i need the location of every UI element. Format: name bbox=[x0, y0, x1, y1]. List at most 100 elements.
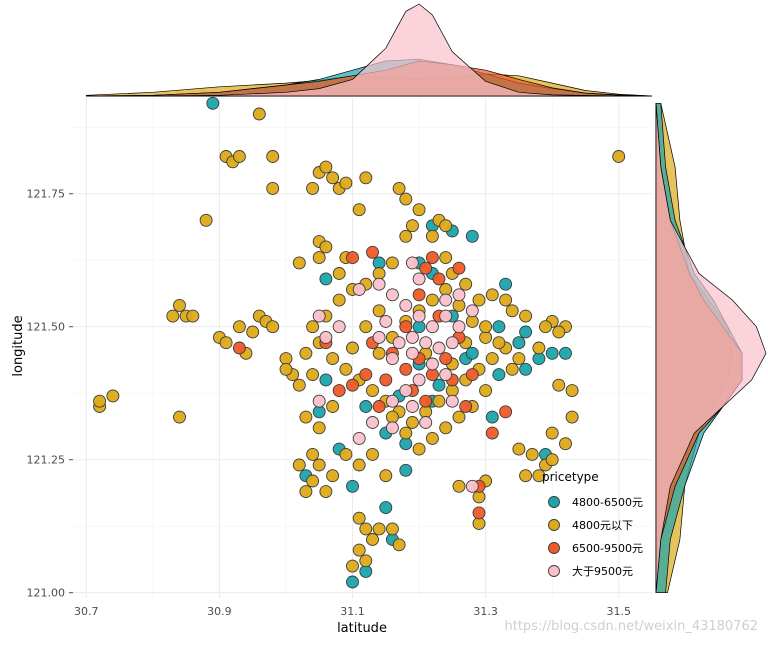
scatter-point-3 bbox=[432, 272, 446, 286]
scatter-point-3 bbox=[366, 245, 379, 259]
scatter-point-3 bbox=[459, 400, 473, 413]
scatter-point-2 bbox=[539, 320, 552, 334]
scatter-point-3 bbox=[485, 426, 499, 440]
scatter-point-3 bbox=[232, 341, 246, 355]
scatter-point-4 bbox=[385, 421, 399, 435]
scatter-point-1 bbox=[319, 272, 333, 286]
scatter-point-2 bbox=[459, 277, 473, 291]
legend-key bbox=[548, 542, 560, 554]
scatter-point-2 bbox=[319, 240, 333, 254]
scatter-point-2 bbox=[186, 309, 200, 323]
scatter-point-2 bbox=[352, 543, 366, 557]
scatter-point-2 bbox=[565, 384, 579, 398]
scatter-point-1 bbox=[545, 346, 559, 360]
scatter-point-2 bbox=[485, 288, 499, 302]
scatter-point-1 bbox=[465, 229, 479, 243]
scatter-point-2 bbox=[512, 352, 526, 366]
scatter-point-2 bbox=[312, 421, 326, 435]
scatter-point-4 bbox=[312, 309, 326, 323]
scatter-point-2 bbox=[452, 410, 466, 424]
scatter-point-2 bbox=[166, 309, 180, 323]
scatter-point-4 bbox=[352, 283, 366, 296]
scatter-point-2 bbox=[326, 469, 340, 483]
scatter-point-2 bbox=[505, 362, 519, 376]
scatter-point-4 bbox=[372, 277, 386, 291]
scatter-point-2 bbox=[106, 389, 120, 403]
scatter-point-2 bbox=[372, 346, 386, 360]
scatter-point-2 bbox=[326, 352, 340, 366]
scatter-point-2 bbox=[266, 320, 280, 334]
scatter-point-1 bbox=[206, 96, 220, 110]
scatter-point-2 bbox=[352, 458, 366, 472]
scatter-point-4 bbox=[452, 320, 466, 334]
scatter-point-2 bbox=[359, 554, 373, 568]
scatter-point-2 bbox=[306, 474, 320, 488]
scatter-point-4 bbox=[405, 400, 419, 413]
scatter-point-3 bbox=[346, 378, 359, 392]
scatter-point-2 bbox=[326, 400, 340, 413]
scatter-point-2 bbox=[339, 362, 353, 376]
scatter-point-2 bbox=[432, 394, 446, 408]
scatter-point-2 bbox=[366, 447, 379, 461]
scatter-point-2 bbox=[252, 107, 266, 121]
watermark: https://blog.csdn.net/weixin_43180762 bbox=[504, 619, 758, 634]
x-tick-label: 31.3 bbox=[473, 605, 498, 618]
y-tick-label: 121.75 bbox=[27, 188, 66, 201]
scatter-point-3 bbox=[419, 261, 433, 275]
scatter-point-2 bbox=[479, 320, 493, 334]
scatter-point-1 bbox=[492, 320, 506, 334]
scatter-point-2 bbox=[299, 485, 313, 499]
scatter-point-2 bbox=[525, 447, 539, 461]
scatter-point-4 bbox=[412, 373, 426, 387]
scatter-point-2 bbox=[512, 442, 526, 456]
scatter-point-2 bbox=[425, 293, 439, 307]
scatter-point-3 bbox=[379, 373, 393, 387]
scatter-point-3 bbox=[425, 251, 439, 265]
scatter-point-4 bbox=[399, 384, 413, 398]
scatter-point-4 bbox=[392, 336, 406, 350]
scatter-point-2 bbox=[452, 479, 466, 493]
scatter-point-2 bbox=[405, 416, 419, 429]
x-axis-ticks: 30.7 30.9 31.1 31.3 31.5 bbox=[74, 605, 631, 618]
scatter-point-4 bbox=[332, 320, 346, 334]
scatter-point-4 bbox=[379, 314, 393, 328]
scatter-point-2 bbox=[246, 325, 260, 339]
scatter-point-2 bbox=[306, 320, 320, 334]
scatter-point-1 bbox=[379, 501, 393, 515]
scatter-point-4 bbox=[439, 309, 453, 323]
scatter-point-1 bbox=[492, 368, 506, 382]
scatter-point-4 bbox=[385, 288, 399, 302]
legend-label: 6500-9500元 bbox=[572, 542, 643, 555]
scatter-point-2 bbox=[439, 421, 453, 435]
scatter-point-4 bbox=[412, 272, 426, 286]
scatter-point-2 bbox=[366, 533, 379, 546]
scatter-point-1 bbox=[519, 325, 533, 339]
scatter-point-2 bbox=[405, 219, 419, 233]
scatter-point-2 bbox=[332, 293, 346, 307]
scatter-point-3 bbox=[346, 251, 359, 265]
scatter-point-3 bbox=[372, 400, 386, 413]
legend-key bbox=[548, 496, 560, 508]
scatter-point-4 bbox=[385, 352, 399, 366]
scatter-point-4 bbox=[419, 336, 433, 350]
scatter-point-2 bbox=[359, 320, 373, 334]
legend-key bbox=[548, 519, 560, 531]
scatter-point-2 bbox=[292, 256, 306, 270]
scatter-point-2 bbox=[425, 229, 439, 243]
scatter-point-4 bbox=[439, 293, 453, 307]
scatter-point-1 bbox=[519, 362, 533, 376]
scatter-point-2 bbox=[266, 150, 280, 163]
scatter-point-2 bbox=[219, 336, 233, 350]
legend-title: pricetype bbox=[542, 470, 599, 484]
scatter-point-2 bbox=[385, 256, 399, 270]
scatter-point-1 bbox=[319, 373, 333, 387]
scatter-point-2 bbox=[379, 469, 393, 483]
scatter-point-4 bbox=[312, 394, 326, 408]
scatter-point-2 bbox=[312, 251, 326, 265]
scatter-point-2 bbox=[93, 394, 107, 408]
scatter-point-2 bbox=[299, 410, 313, 424]
scatter-point-2 bbox=[552, 378, 566, 392]
scatter-point-2 bbox=[412, 203, 426, 217]
scatter-point-2 bbox=[332, 267, 346, 280]
